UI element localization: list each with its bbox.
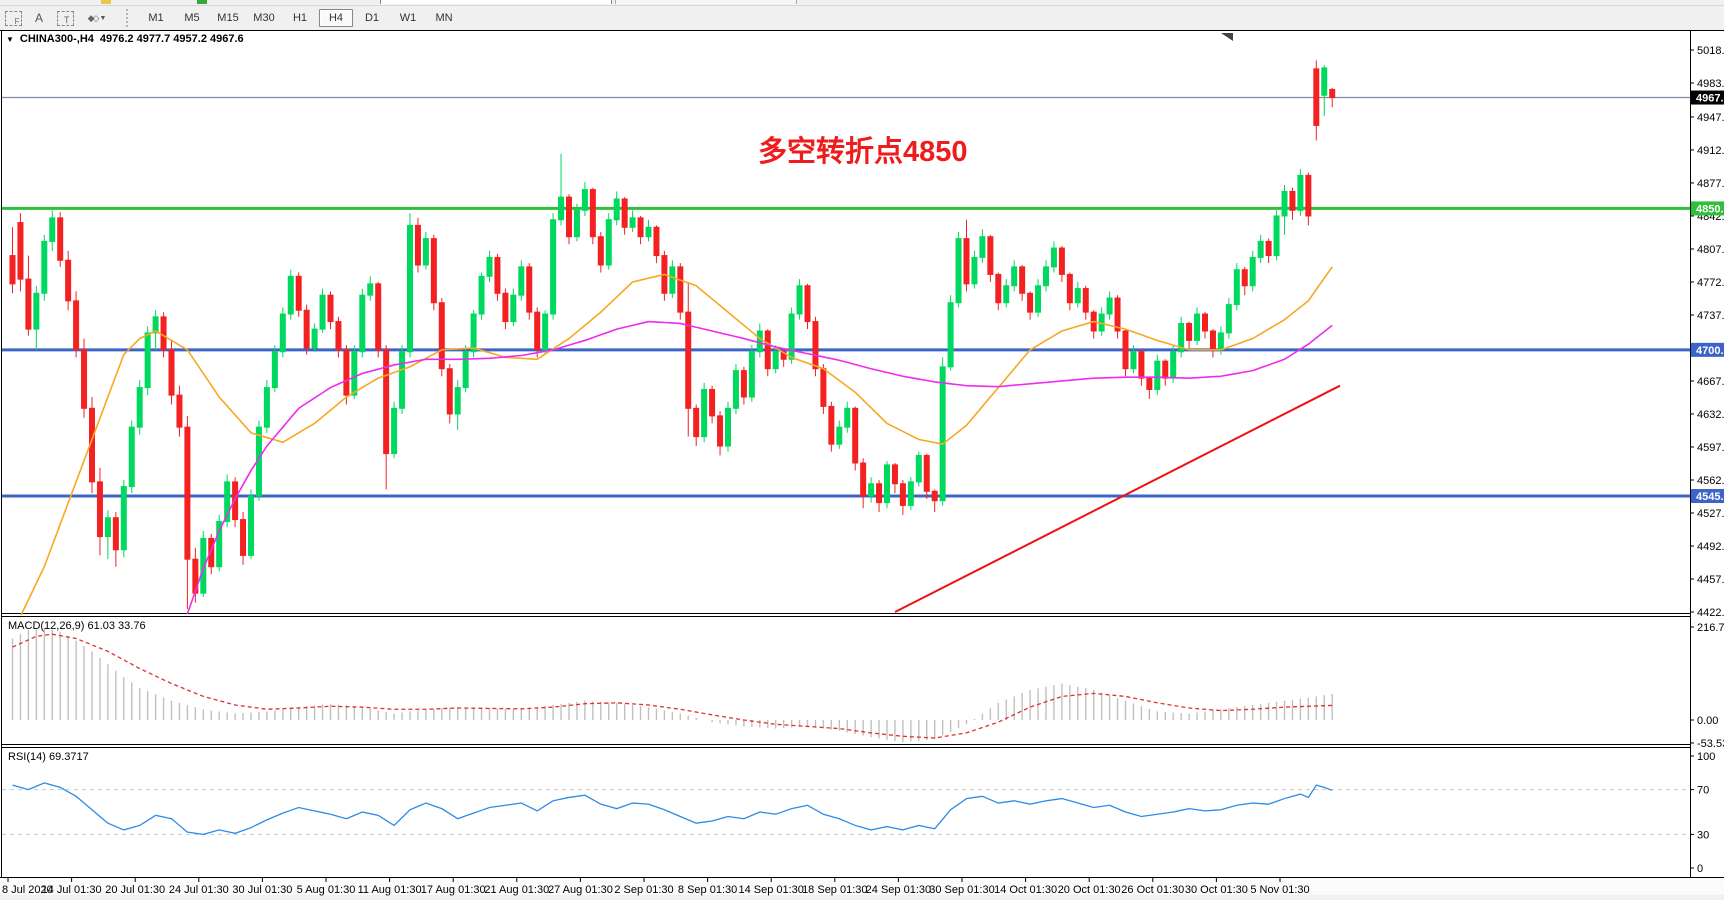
shapes-icon: ◆◇ bbox=[87, 12, 100, 23]
macd-pane[interactable]: 216.78 0.00 -53.53 bbox=[11, 622, 1724, 750]
svg-text:4967.6: 4967.6 bbox=[1696, 93, 1724, 105]
date-label: 11 Aug 01:30 bbox=[358, 884, 422, 896]
price-tick-label: 4597.0 bbox=[1697, 442, 1724, 454]
timeframe-h4[interactable]: H4 bbox=[319, 9, 353, 27]
svg-text:4850.0: 4850.0 bbox=[1696, 203, 1724, 215]
price-tick-label: 4527.0 bbox=[1697, 508, 1724, 520]
date-label: 17 Aug 01:30 bbox=[421, 884, 486, 896]
timeframe-mn[interactable]: MN bbox=[435, 12, 453, 24]
date-label: 20 Jul 01:30 bbox=[105, 884, 165, 896]
timeframe-m5[interactable]: M5 bbox=[184, 12, 200, 24]
date-label: 5 Aug 01:30 bbox=[297, 884, 356, 896]
chart-annotation[interactable]: 多空转折点4850 bbox=[758, 136, 968, 168]
ma-orange bbox=[20, 266, 1333, 615]
rsi-tick-label: 30 bbox=[1697, 829, 1709, 841]
text-box-tool[interactable]: T bbox=[52, 8, 78, 28]
indicator-frame-tool[interactable]: F bbox=[0, 8, 26, 28]
toolbar-grip[interactable] bbox=[126, 9, 132, 27]
clipped-icon-green bbox=[197, 0, 207, 4]
date-label: 20 Oct 01:30 bbox=[1058, 884, 1121, 896]
date-label: 26 Oct 01:30 bbox=[1121, 884, 1184, 896]
date-label: 2 Sep 01:30 bbox=[614, 884, 673, 896]
rsi-pane[interactable]: 100 70 30 0 bbox=[2, 751, 1715, 875]
candles bbox=[9, 60, 1336, 610]
ma-magenta bbox=[186, 320, 1333, 615]
hline-price-tag bbox=[1691, 489, 1724, 504]
timeframe-w1[interactable]: W1 bbox=[399, 12, 417, 24]
macd-tick-label: 216.78 bbox=[1697, 622, 1724, 634]
macd-tick-label: 0.00 bbox=[1697, 715, 1718, 727]
timeframe-m15[interactable]: M15 bbox=[217, 12, 239, 24]
letter-a-icon: A bbox=[34, 11, 43, 25]
frame-icon: F bbox=[4, 10, 22, 26]
date-label: 24 Jul 01:30 bbox=[169, 884, 229, 896]
date-label: 30 Oct 01:30 bbox=[1185, 884, 1248, 896]
clipped-upper-toolbar bbox=[0, 0, 1724, 6]
price-axis[interactable]: 5018.04983.04947.04912.04877.04842.04807… bbox=[1690, 31, 1724, 877]
symbol-header: ▼ CHINA300-,H4 4976.2 4977.7 4957.2 4967… bbox=[6, 33, 244, 45]
timeframe-group: M1 M5 M15 M30 H1 H4 D1 W1 MN bbox=[138, 9, 462, 27]
rsi-tick-label: 100 bbox=[1697, 751, 1715, 763]
text-label-tool[interactable]: A bbox=[26, 8, 52, 28]
rsi-line bbox=[12, 782, 1333, 836]
date-label: 30 Sep 01:30 bbox=[929, 884, 994, 896]
hline-price-tag bbox=[1691, 342, 1724, 357]
price-tick-label: 4877.0 bbox=[1697, 178, 1724, 190]
date-label: 27 Aug 01:30 bbox=[548, 884, 613, 896]
rsi-tick-label: 70 bbox=[1697, 785, 1709, 797]
date-label: 30 Jul 01:30 bbox=[232, 884, 292, 896]
macd-tick-label: -53.53 bbox=[1697, 738, 1724, 750]
date-label: 18 Sep 01:30 bbox=[802, 884, 867, 896]
price-tick-label: 4632.0 bbox=[1697, 409, 1724, 421]
date-label: 14 Sep 01:30 bbox=[738, 884, 803, 896]
svg-text:4700.0: 4700.0 bbox=[1696, 345, 1724, 357]
text-box-icon: T bbox=[56, 10, 74, 26]
date-label: 14 Jul 01:30 bbox=[42, 884, 102, 896]
date-label: 8 Sep 01:30 bbox=[678, 884, 737, 896]
date-label: 14 Oct 01:30 bbox=[994, 884, 1057, 896]
date-label: 24 Sep 01:30 bbox=[866, 884, 931, 896]
trendline bbox=[894, 384, 1341, 613]
timeframe-h1[interactable]: H1 bbox=[292, 12, 308, 24]
clipped-field bbox=[380, 0, 612, 4]
price-tick-label: 4807.0 bbox=[1697, 244, 1724, 256]
svg-text:4545.0: 4545.0 bbox=[1696, 491, 1724, 503]
ma-overlays bbox=[20, 266, 1341, 615]
timeframe-d1[interactable]: D1 bbox=[364, 12, 380, 24]
date-label: 21 Aug 01:30 bbox=[484, 884, 549, 896]
price-tick-label: 4983.0 bbox=[1697, 78, 1724, 90]
shapes-tool[interactable]: ◆◇ ▼ bbox=[78, 8, 116, 28]
price-tick-label: 4422.0 bbox=[1697, 607, 1724, 619]
date-label: 8 Jul 2020 bbox=[2, 884, 53, 896]
price-tick-label: 4492.0 bbox=[1697, 541, 1724, 553]
last-price-tag bbox=[1691, 90, 1724, 105]
price-tick-label: 5018.0 bbox=[1697, 45, 1724, 57]
macd-label: MACD(12,26,9) 61.03 33.76 bbox=[8, 620, 146, 632]
chevron-down-icon: ▼ bbox=[99, 14, 107, 22]
price-tick-label: 4667.0 bbox=[1697, 376, 1724, 388]
price-tick-label: 4457.0 bbox=[1697, 574, 1724, 586]
symbol-dropdown-icon[interactable]: ▼ bbox=[6, 34, 14, 44]
chart-shift-marker bbox=[1221, 33, 1233, 41]
rsi-tick-label: 0 bbox=[1697, 863, 1703, 875]
toolbar: F A T ◆◇ ▼ M1 M5 M15 M30 H1 H4 D1 W1 MN bbox=[0, 6, 1724, 31]
timeframe-m30[interactable]: M30 bbox=[253, 12, 275, 24]
price-tick-label: 4562.0 bbox=[1697, 475, 1724, 487]
timeframe-m1[interactable]: M1 bbox=[148, 12, 164, 24]
price-tick-label: 4737.0 bbox=[1697, 310, 1724, 322]
hline-price-tag bbox=[1691, 201, 1724, 216]
shift-marker[interactable] bbox=[1221, 33, 1233, 41]
date-label: 5 Nov 01:30 bbox=[1250, 884, 1309, 896]
price-tick-label: 4912.0 bbox=[1697, 145, 1724, 157]
symbol-name: CHINA300-,H4 bbox=[19, 33, 94, 45]
rsi-label: RSI(14) 69.3717 bbox=[8, 751, 89, 763]
price-tick-label: 4947.0 bbox=[1697, 112, 1724, 124]
symbol-ohlc: 4976.2 4977.7 4957.2 4967.6 bbox=[99, 33, 244, 45]
clipped-icon-yellow bbox=[101, 0, 111, 4]
price-tick-label: 4772.0 bbox=[1697, 277, 1724, 289]
clipped-box bbox=[615, 0, 797, 4]
